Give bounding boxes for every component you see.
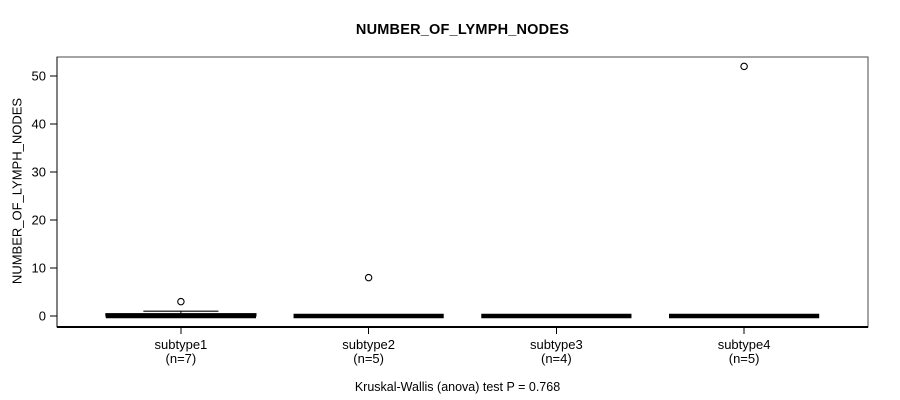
chart-title: NUMBER_OF_LYMPH_NODES xyxy=(355,22,570,38)
x-tick-label: subtype2 xyxy=(342,337,395,352)
x-tick-label: subtype3 xyxy=(530,337,583,352)
y-tick-label: 50 xyxy=(32,69,46,84)
y-tick-label: 20 xyxy=(32,213,46,228)
outlier-point xyxy=(740,62,748,71)
y-tick-label: 30 xyxy=(32,165,46,180)
x-tick-sublabel: (n=5) xyxy=(353,351,384,366)
x-tick-sublabel: (n=7) xyxy=(166,351,197,366)
y-tick-label: 0 xyxy=(39,309,46,324)
stat-test-caption: Kruskal-Wallis (anova) test P = 0.768 xyxy=(354,380,561,394)
outlier-point xyxy=(177,297,185,306)
x-tick-label: subtype1 xyxy=(155,337,208,352)
x-tick-sublabel: (n=4) xyxy=(541,351,572,366)
x-tick-label: subtype4 xyxy=(718,337,771,352)
x-tick-sublabel: (n=5) xyxy=(729,351,760,366)
y-tick-label: 40 xyxy=(32,117,46,132)
y-tick-label: 10 xyxy=(32,261,46,276)
plot-border xyxy=(56,56,869,328)
outlier-point xyxy=(364,273,373,282)
